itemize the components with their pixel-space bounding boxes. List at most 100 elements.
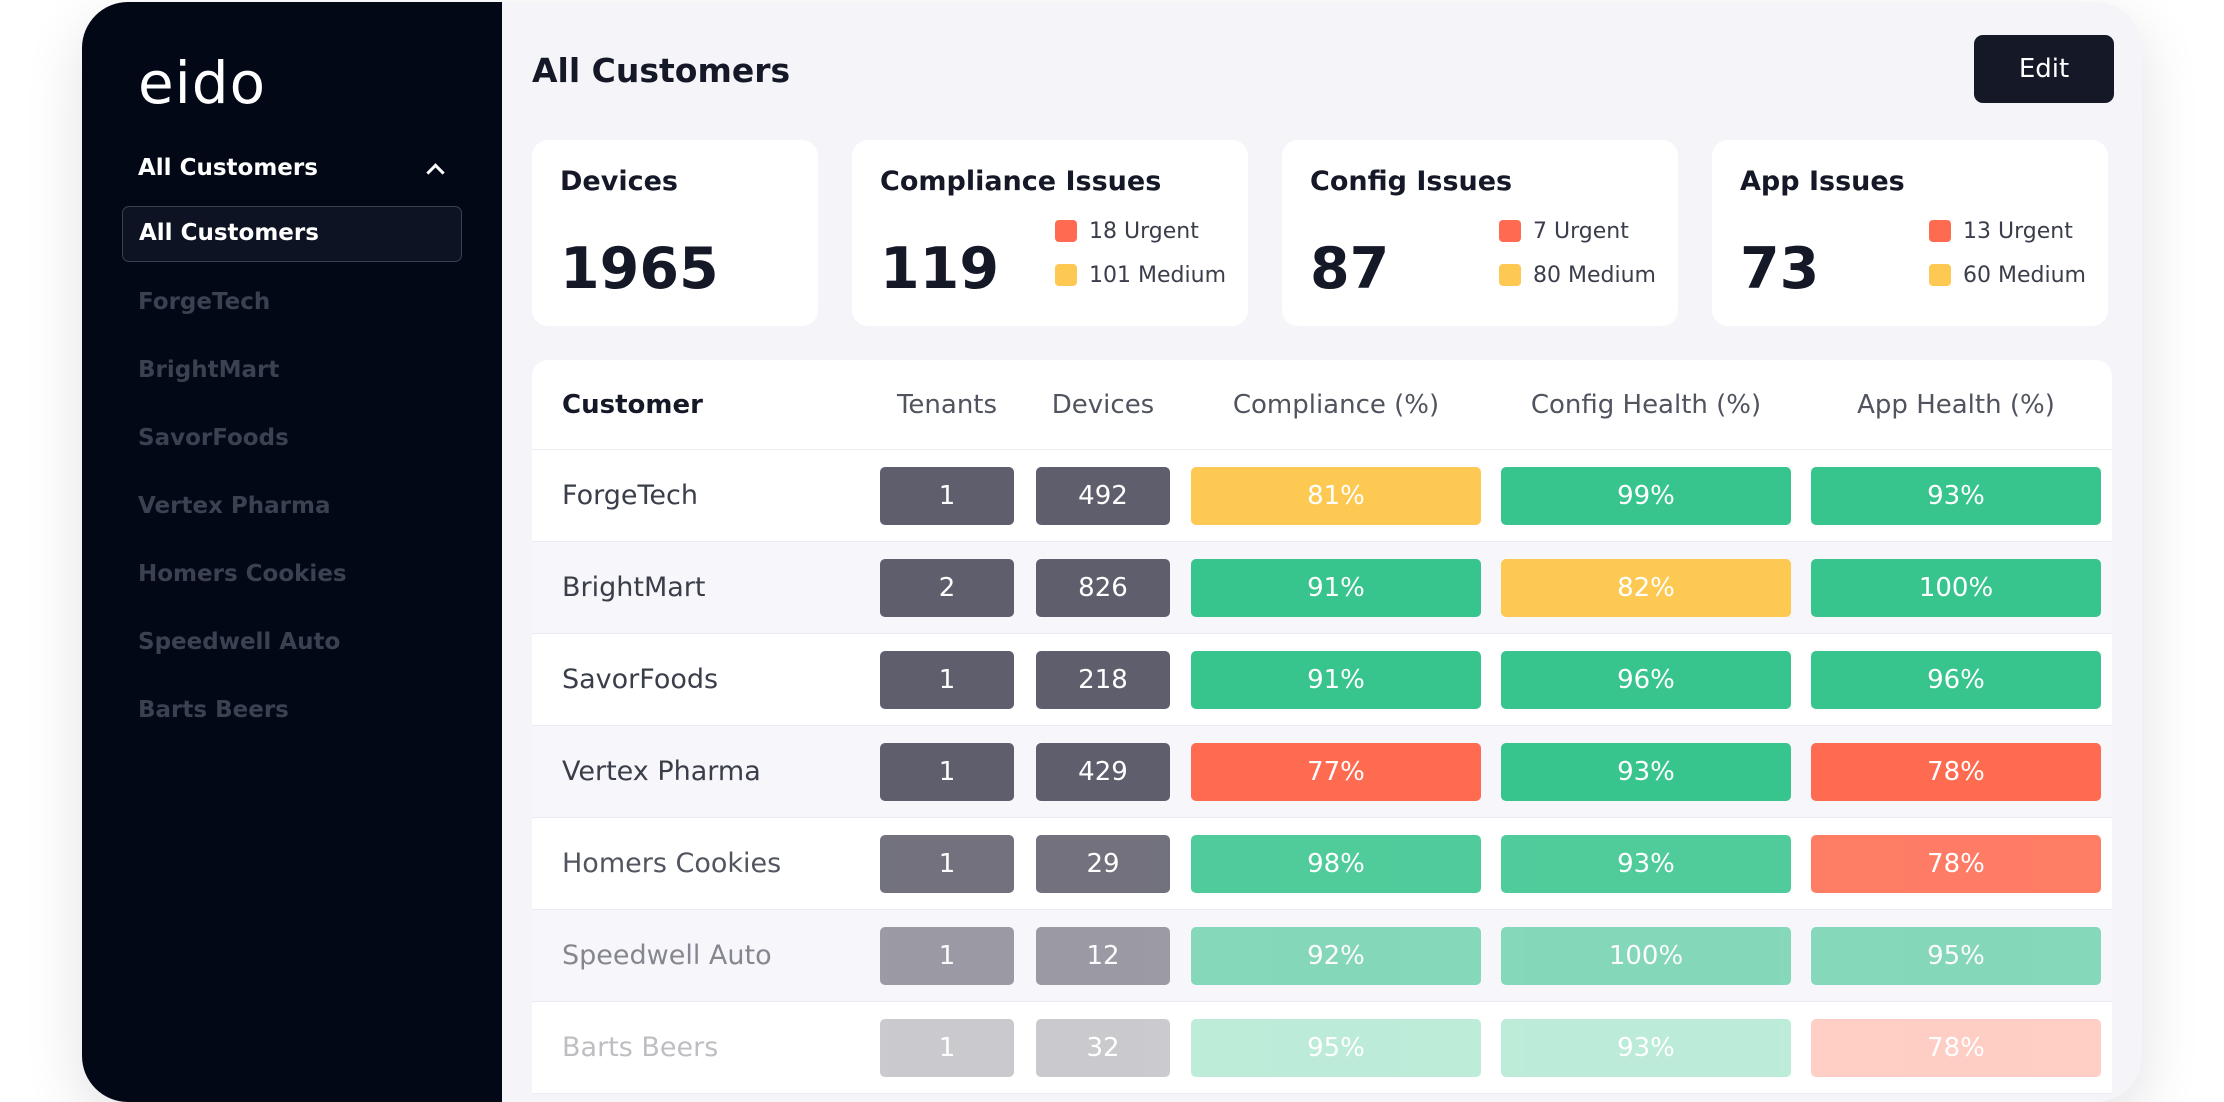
tenants-cell: 1 [869,466,1025,525]
compliance-cell: 91% [1181,650,1491,709]
column-header-compliance[interactable]: Compliance (%) [1232,389,1440,420]
config-health-value: 93% [1501,834,1791,893]
sidebar-item-all-customers[interactable]: All Customers [122,206,462,262]
devices-value: 32 [1036,1018,1170,1077]
devices-value: 12 [1036,926,1170,985]
devices-value: 826 [1036,558,1170,617]
tenants-cell: 1 [869,742,1025,801]
customer-name-cell: Vertex Pharma [562,756,761,787]
urgent-count: 7 Urgent [1499,216,1656,246]
devices-cell: 32 [1025,1018,1181,1077]
app-health-cell: 78% [1801,742,2111,801]
medium-count: 101 Medium [1055,260,1226,290]
medium-count: 80 Medium [1499,260,1656,290]
column-header-customer[interactable]: Customer [562,389,703,420]
tenants-cell: 2 [869,558,1025,617]
devices-cell: 492 [1025,466,1181,525]
tenants-cell: 1 [869,926,1025,985]
app-health-value: 95% [1811,926,2101,985]
medium-indicator-icon [1929,264,1952,286]
app-health-value: 96% [1811,650,2101,709]
table-body: ForgeTech 1 492 81% 99% 93% BrightMart 2 826 91% 8… [532,450,2112,1094]
chevron-up-icon [426,160,442,176]
urgent-indicator-icon [1499,220,1522,242]
table-row[interactable]: ForgeTech 1 492 81% 99% 93% [532,450,2112,542]
summary-cards: Devices 1965 Compliance Issues 119 18 Ur… [532,140,2112,326]
sidebar-item-savorfoods[interactable]: SavorFoods [138,425,289,451]
table-row[interactable]: Homers Cookies 1 29 98% 93% 78% [532,818,2112,910]
devices-cell: 429 [1025,742,1181,801]
card-value: 73 [1740,236,1820,302]
tenants-value: 1 [880,650,1014,709]
edit-button[interactable]: Edit [1974,35,2114,103]
config-health-value: 82% [1501,558,1791,617]
config-health-value: 93% [1501,742,1791,801]
customer-group-toggle[interactable]: All Customers [122,148,462,188]
card-value: 87 [1310,236,1390,302]
table-row[interactable]: Barts Beers 1 32 95% 93% 78% [532,1002,2112,1094]
table-row[interactable]: Vertex Pharma 1 429 77% 93% 78% [532,726,2112,818]
customer-name-cell: ForgeTech [562,480,698,511]
tenants-value: 1 [880,742,1014,801]
sidebar-item-speedwell-auto[interactable]: Speedwell Auto [138,629,341,655]
app-health-cell: 78% [1801,834,2111,893]
tenants-cell: 1 [869,650,1025,709]
card-value: 119 [880,236,999,302]
config-health-value: 99% [1501,466,1791,525]
column-header-devices[interactable]: Devices [1051,389,1155,420]
compliance-cell: 98% [1181,834,1491,893]
issue-breakdown: 18 Urgent 101 Medium [1055,216,1226,304]
medium-indicator-icon [1055,264,1078,286]
customer-name-cell: Homers Cookies [562,848,782,879]
table-row[interactable]: BrightMart 2 826 91% 82% 100% [532,542,2112,634]
sidebar-item-brightmart[interactable]: BrightMart [138,357,280,383]
card-title: Config Issues [1310,166,1513,197]
compliance-value: 95% [1191,1018,1481,1077]
config-health-cell: 93% [1491,1018,1801,1077]
compliance-cell: 81% [1181,466,1491,525]
medium-indicator-icon [1499,264,1522,286]
config-health-cell: 82% [1491,558,1801,617]
column-header-app-health[interactable]: App Health (%) [1857,389,2055,420]
column-header-config-health[interactable]: Config Health (%) [1530,389,1762,420]
sidebar: eido All Customers All Customers ForgeTe… [82,2,502,1102]
devices-value: 492 [1036,466,1170,525]
page-title: All Customers [532,50,791,90]
app-health-cell: 93% [1801,466,2111,525]
table-row[interactable]: Speedwell Auto 1 12 92% 100% 95% [532,910,2112,1002]
eido-logo[interactable]: eido [138,49,267,117]
devices-cell: 12 [1025,926,1181,985]
compliance-cell: 91% [1181,558,1491,617]
config-health-cell: 93% [1491,742,1801,801]
urgent-indicator-icon [1055,220,1078,242]
app-issues-card: App Issues 73 13 Urgent 60 Medium [1712,140,2108,326]
devices-value: 29 [1036,834,1170,893]
compliance-issues-card: Compliance Issues 119 18 Urgent 101 Medi… [852,140,1248,326]
app-health-value: 100% [1811,558,2101,617]
table-row[interactable]: SavorFoods 1 218 91% 96% 96% [532,634,2112,726]
devices-value: 218 [1036,650,1170,709]
app-health-value: 78% [1811,742,2101,801]
tenants-value: 1 [880,834,1014,893]
devices-cell: 218 [1025,650,1181,709]
config-issues-card: Config Issues 87 7 Urgent 80 Medium [1282,140,1678,326]
issue-breakdown: 7 Urgent 80 Medium [1499,216,1656,304]
customer-name-cell: SavorFoods [562,664,719,695]
devices-card: Devices 1965 [532,140,818,326]
customer-nav: All Customers ForgeTech BrightMart Savor… [122,206,462,738]
sidebar-item-forgetech[interactable]: ForgeTech [138,289,271,315]
card-title: App Issues [1740,166,1905,197]
sidebar-item-barts-beers[interactable]: Barts Beers [138,697,289,723]
tenants-value: 1 [880,926,1014,985]
sidebar-item-homers-cookies[interactable]: Homers Cookies [138,561,347,587]
tenants-value: 1 [880,1018,1014,1077]
config-health-cell: 99% [1491,466,1801,525]
customers-table: Customer Tenants Devices Compliance (%) … [532,360,2112,1094]
compliance-cell: 77% [1181,742,1491,801]
tenants-value: 1 [880,466,1014,525]
card-title: Compliance Issues [880,166,1162,197]
table-header: Customer Tenants Devices Compliance (%) … [532,360,2112,450]
sidebar-item-vertex-pharma[interactable]: Vertex Pharma [138,493,331,519]
urgent-count: 13 Urgent [1929,216,2086,246]
column-header-tenants[interactable]: Tenants [896,389,998,420]
